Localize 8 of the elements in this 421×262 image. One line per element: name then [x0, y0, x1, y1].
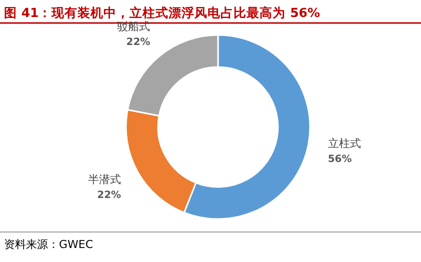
text: 资料来源：GWEC	[4, 238, 94, 251]
data-label: 22%	[97, 190, 122, 201]
slice-label: 驳船式	[117, 20, 150, 33]
data-label: 56%	[328, 154, 352, 165]
chart-title: 图 41：现有装机中，立柱式漂浮风电占比最高为 56%	[4, 5, 320, 20]
data-label: 22%	[126, 36, 150, 48]
slice-label: 立柱式	[328, 136, 361, 150]
slice-label: 半潜式	[88, 172, 122, 186]
